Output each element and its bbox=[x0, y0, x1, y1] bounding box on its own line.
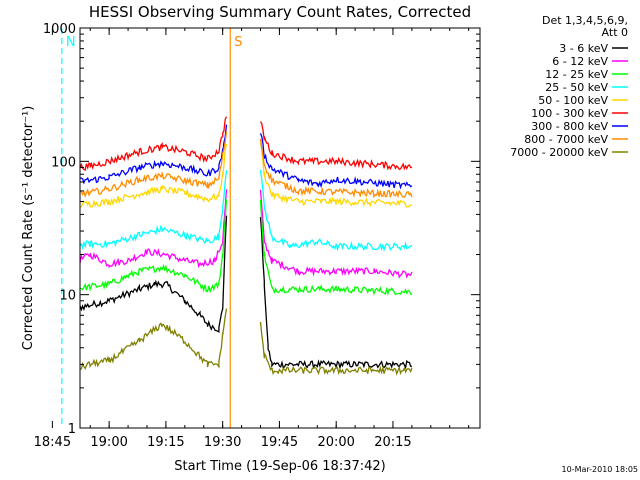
x-tick-label: 20:00 bbox=[317, 435, 354, 450]
y-axis-ticks: 1 10 100 1000 bbox=[43, 22, 480, 437]
legend-label-800-7000-kev: 800 - 7000 keV bbox=[524, 133, 608, 146]
x-tick-label: 19:30 bbox=[204, 435, 241, 450]
marker-label-s: S bbox=[234, 35, 242, 50]
series-line-25-50-kev bbox=[80, 169, 413, 252]
series-lines bbox=[80, 116, 413, 376]
legend-label-6-12-kev: 6 - 12 keV bbox=[552, 55, 608, 68]
timestamp: 10-Mar-2010 18:05 bbox=[562, 465, 639, 474]
series-line-50-100-kev bbox=[80, 142, 412, 208]
series-line-100-300-kev bbox=[80, 116, 413, 171]
legend-label-25-50-kev: 25 - 50 keV bbox=[545, 81, 608, 94]
series-line-300-800-kev bbox=[80, 124, 413, 190]
y-tick-label: 1000 bbox=[43, 22, 76, 37]
x-tick-label: 19:45 bbox=[261, 435, 298, 450]
series-line-7000-20000-kev bbox=[80, 308, 413, 376]
x-tick-label: 19:00 bbox=[90, 435, 127, 450]
series-line-6-12-kev bbox=[80, 189, 413, 279]
legend-label-300-800-kev: 300 - 800 keV bbox=[531, 120, 608, 133]
y-axis-label: Corrected Count Rate (s⁻¹ detector⁻¹) bbox=[21, 106, 36, 351]
x-tick-label: 20:15 bbox=[374, 435, 411, 450]
y-tick-label: 100 bbox=[51, 155, 76, 170]
series-line-800-7000-kev bbox=[80, 131, 413, 199]
y-tick-label: 1 bbox=[68, 422, 76, 437]
plot-frame bbox=[79, 27, 481, 429]
chart-title: HESSI Observing Summary Count Rates, Cor… bbox=[89, 3, 471, 21]
x-tick-label: 19:15 bbox=[147, 435, 184, 450]
x-axis-ticks: 18:45 19:00 19:15 19:30 19:45 20:00 20:15 bbox=[34, 28, 470, 450]
legend-header: Att 0 bbox=[602, 26, 628, 39]
series-line-3-6-kev bbox=[80, 215, 412, 370]
marker-label-n: N bbox=[66, 35, 76, 50]
x-axis-label: Start Time (19-Sep-06 18:37:42) bbox=[174, 459, 385, 474]
legend-label-12-25-kev: 12 - 25 keV bbox=[545, 68, 608, 81]
legend-label-7000-20000-kev: 7000 - 20000 keV bbox=[510, 146, 608, 159]
series-line-12-25-kev bbox=[80, 199, 413, 296]
y-tick-label: 10 bbox=[59, 289, 76, 304]
legend-header: Det 1,3,4,5,6,9, bbox=[542, 14, 628, 27]
x-tick-label: 18:45 bbox=[34, 435, 71, 450]
legend-label-100-300-kev: 100 - 300 keV bbox=[531, 107, 608, 120]
legend-label-3-6-kev: 3 - 6 keV bbox=[559, 42, 608, 55]
legend-label-50-100-kev: 50 - 100 keV bbox=[538, 94, 608, 107]
